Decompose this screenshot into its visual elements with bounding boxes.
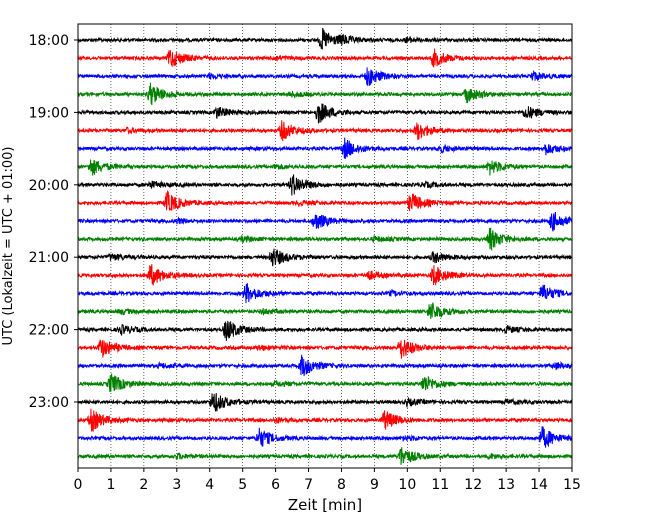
- y-tick-label: 21:00: [29, 250, 69, 266]
- seismic-trace: [77, 82, 573, 106]
- y-tick-label: 20:00: [29, 178, 69, 194]
- x-tick-label: 14: [530, 477, 548, 493]
- y-tick-label: 18:00: [29, 33, 69, 49]
- seismic-trace: [77, 27, 573, 50]
- x-tick-label: 13: [497, 477, 515, 493]
- x-tick-label: 11: [431, 477, 449, 493]
- y-tick-label: 22:00: [29, 323, 69, 339]
- x-tick-label: 9: [370, 477, 379, 493]
- seismic-trace: [77, 283, 572, 304]
- x-tick-label: 8: [337, 477, 346, 493]
- x-tick-label: 3: [172, 477, 181, 493]
- x-tick-label: 7: [304, 477, 313, 493]
- x-tick-label: 0: [74, 477, 83, 493]
- x-tick-label: 2: [139, 477, 148, 493]
- seismic-trace: [77, 67, 573, 87]
- seismic-trace: [77, 373, 573, 392]
- seismic-trace: [77, 211, 573, 232]
- seismic-trace: [77, 408, 573, 433]
- seismic-trace: [77, 120, 573, 142]
- x-axis-label: Zeit [min]: [288, 496, 362, 514]
- seismic-trace: [77, 320, 573, 341]
- seismic-trace: [77, 264, 573, 286]
- seismic-trace: [77, 227, 573, 252]
- seismic-trace: [77, 426, 573, 448]
- seismic-trace: [77, 354, 573, 377]
- seismic-trace: [77, 174, 573, 196]
- seismic-trace: [77, 103, 573, 124]
- x-tick-label: 10: [398, 477, 416, 493]
- x-tick-label: 6: [271, 477, 280, 493]
- seismic-trace: [77, 159, 573, 176]
- seismic-trace: [77, 137, 573, 159]
- x-tick-label: 5: [238, 477, 247, 493]
- seismic-trace: [77, 339, 573, 359]
- x-tick-label: 1: [106, 477, 115, 493]
- y-axis-label: UTC (Lokalzeit = UTC + 01:00): [1, 147, 16, 346]
- seismic-trace: [77, 302, 573, 320]
- y-tick-label: 23:00: [29, 395, 69, 411]
- plot-frame: [77, 23, 573, 469]
- seismic-trace: [77, 447, 573, 465]
- x-tick-label: 12: [464, 477, 482, 493]
- seismic-trace: [77, 248, 573, 267]
- seismic-trace: [77, 393, 573, 412]
- seismic-trace: [77, 189, 573, 212]
- seismic-trace: [77, 48, 573, 68]
- y-tick-label: 19:00: [29, 105, 69, 121]
- x-tick-label: 15: [563, 477, 581, 493]
- x-tick-label: 4: [205, 477, 214, 493]
